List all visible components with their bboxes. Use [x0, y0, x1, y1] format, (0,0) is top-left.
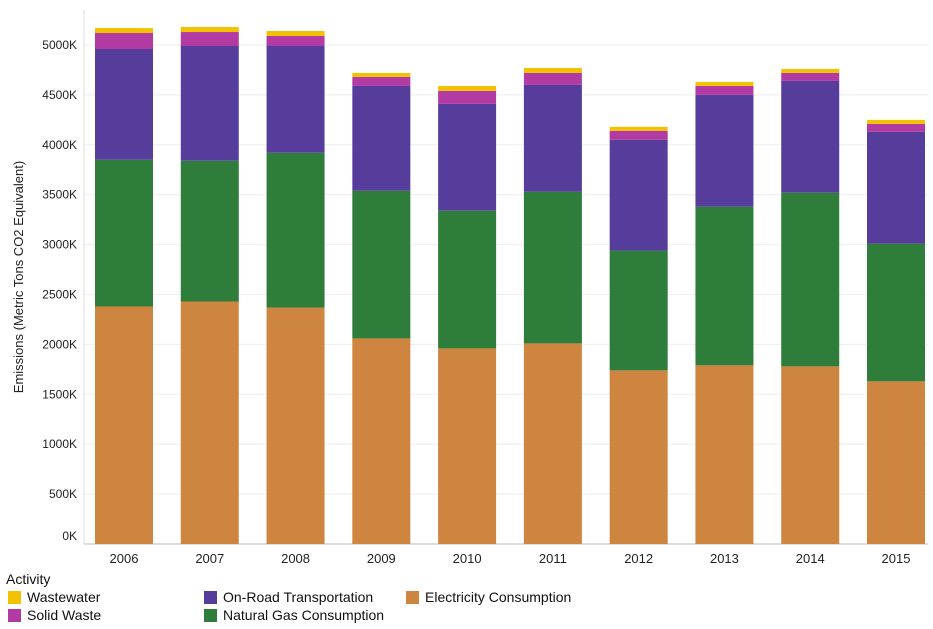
y-tick-label: 2500K — [42, 288, 77, 302]
legend-label: Solid Waste — [27, 607, 102, 623]
bar-segment — [781, 192, 840, 367]
bar-segment — [867, 381, 925, 544]
bar-segment — [695, 94, 754, 207]
legend-label: Natural Gas Consumption — [223, 607, 385, 623]
bar-segment — [523, 84, 582, 192]
bar-segment — [523, 67, 582, 73]
bar-segment — [867, 119, 925, 124]
bar-segment — [695, 206, 754, 366]
bar-segment — [781, 366, 840, 544]
bar-segment — [266, 45, 325, 153]
bar-segment — [523, 343, 582, 544]
bar-segment — [695, 85, 754, 95]
bar-segment — [180, 27, 239, 33]
x-tick-label: 2007 — [195, 551, 224, 566]
bar-segment — [352, 76, 411, 86]
bar-segment — [609, 250, 668, 371]
bar-segment — [352, 338, 411, 544]
x-tick-label: 2013 — [710, 551, 739, 566]
bars — [95, 27, 925, 544]
bar-segment — [609, 130, 668, 140]
bar-segment — [438, 210, 497, 349]
legend-label: Wastewater — [27, 589, 101, 605]
y-axis-title: Emissions (Metric Tons CO2 Equivalent) — [11, 161, 26, 393]
legend: Activity Wastewater Solid Waste On-Road … — [4, 571, 704, 627]
bar-segment — [180, 32, 239, 46]
bar-segment — [352, 72, 411, 77]
legend-item-on-road-transportation: On-Road Transportation — [204, 589, 373, 605]
legend-swatch — [204, 590, 217, 604]
legend-swatch — [8, 608, 21, 622]
bar-segment — [180, 45, 239, 161]
bar-segment — [95, 28, 153, 34]
legend-swatch — [204, 608, 217, 622]
legend-title: Activity — [6, 571, 51, 587]
bar-segment — [867, 123, 925, 132]
x-axis-ticks: 2006 2007 2008 2009 2010 2011 2012 2013 2014 2015 — [110, 551, 911, 566]
bar-segment — [438, 348, 497, 544]
bar-segment — [95, 306, 153, 544]
bar-segment — [180, 160, 239, 302]
x-tick-label: 2010 — [453, 551, 482, 566]
legend-item-solid-waste: Solid Waste — [8, 607, 101, 623]
legend-swatch — [406, 590, 419, 604]
bar-segment — [266, 31, 325, 37]
y-tick-label: 5000K — [42, 38, 77, 52]
y-tick-label: 500K — [49, 487, 77, 501]
legend-label: Electricity Consumption — [425, 589, 572, 605]
stacked-bar-chart: 0K 500K 1000K 1500K 2000K 2500K 3000K 3500K 4000… — [11, 10, 928, 566]
bar-segment — [609, 139, 668, 251]
y-tick-label: 3500K — [42, 188, 77, 202]
legend-swatch — [8, 590, 21, 604]
bar-segment — [781, 80, 840, 193]
bar-segment — [609, 126, 668, 131]
bar-segment — [266, 307, 325, 544]
bar-segment — [266, 152, 325, 308]
bar-segment — [95, 33, 153, 49]
bar-segment — [523, 72, 582, 85]
bar-segment — [867, 131, 925, 244]
x-tick-label: 2012 — [624, 551, 653, 566]
bar-segment — [95, 48, 153, 160]
bar-segment — [609, 370, 668, 544]
bar-segment — [695, 365, 754, 544]
bar-segment — [781, 72, 840, 81]
bar-segment — [180, 301, 239, 544]
y-tick-label: 4500K — [42, 88, 77, 102]
bar-segment — [523, 191, 582, 344]
y-axis-ticks: 0K 500K 1000K 1500K 2000K 2500K 3000K 3500K 4000… — [42, 38, 77, 543]
y-tick-label: 1500K — [42, 387, 77, 401]
bar-segment — [438, 103, 497, 211]
bar-segment — [95, 159, 153, 307]
bar-segment — [352, 85, 411, 191]
x-tick-label: 2014 — [796, 551, 825, 566]
x-tick-label: 2015 — [882, 551, 911, 566]
y-tick-label: 1000K — [42, 437, 77, 451]
x-tick-label: 2006 — [110, 551, 139, 566]
legend-item-natural-gas-consumption: Natural Gas Consumption — [204, 607, 384, 623]
legend-item-wastewater: Wastewater — [8, 589, 100, 605]
bar-segment — [695, 81, 754, 86]
y-tick-label: 3000K — [42, 238, 77, 252]
bar-segment — [867, 243, 925, 382]
legend-label: On-Road Transportation — [223, 589, 374, 605]
bar-segment — [352, 190, 411, 339]
y-tick-label: 0K — [62, 529, 77, 543]
y-tick-label: 2000K — [42, 337, 77, 351]
x-tick-label: 2011 — [539, 551, 567, 566]
bar-segment — [266, 36, 325, 46]
legend-item-electricity-consumption: Electricity Consumption — [406, 589, 571, 605]
x-tick-label: 2008 — [281, 551, 310, 566]
x-tick-label: 2009 — [367, 551, 396, 566]
bar-segment — [781, 68, 840, 73]
bar-segment — [438, 85, 497, 91]
y-tick-label: 4000K — [42, 138, 77, 152]
bar-segment — [438, 90, 497, 104]
